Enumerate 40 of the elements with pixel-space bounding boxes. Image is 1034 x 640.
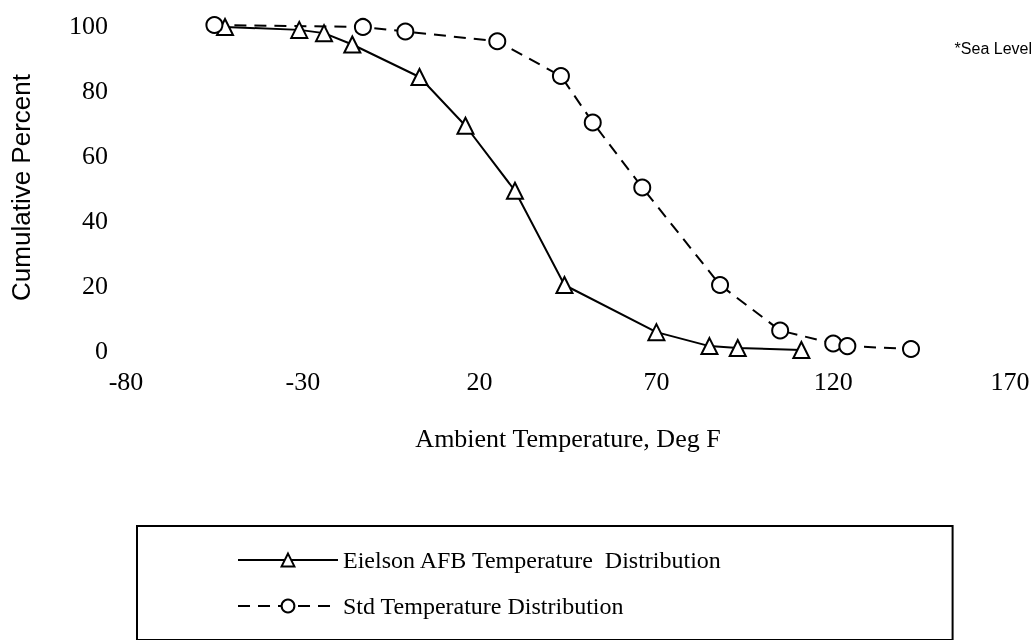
point [456, 116, 475, 135]
y-tick-label: 80 [82, 75, 108, 105]
x-tick-label: 20 [466, 366, 493, 396]
x-axis-title: Ambient Temperature, Deg F [415, 423, 721, 453]
x-tick-label: 120 [813, 366, 853, 396]
point [555, 276, 574, 294]
x-tick-label: -80 [108, 366, 144, 396]
x-tick-label: -30 [285, 366, 321, 396]
legend-label: Eielson AFB Temperature Distribution [343, 547, 721, 573]
point [711, 276, 730, 294]
point [583, 113, 602, 132]
point [290, 20, 309, 39]
point [728, 339, 747, 358]
point [792, 341, 811, 359]
legend-label: Std Temperature Distribution [343, 593, 624, 619]
point [488, 32, 507, 51]
point [353, 17, 372, 36]
point [633, 178, 652, 197]
y-tick-label: 20 [82, 270, 108, 300]
y-tick-label: 40 [82, 205, 108, 235]
point [771, 321, 790, 340]
point [647, 323, 666, 342]
point [838, 337, 857, 356]
point [902, 340, 920, 359]
point [410, 68, 429, 86]
point [396, 22, 415, 41]
point [700, 337, 719, 356]
point [551, 67, 570, 86]
y-tick-label: 60 [82, 140, 108, 170]
y-axis-title: Cumulative Percent [6, 73, 36, 301]
annotation: *Sea Level [954, 39, 1032, 57]
y-tick-label: 0 [95, 335, 108, 365]
point [343, 35, 362, 54]
point [315, 24, 334, 43]
y-tick-label: 100 [69, 10, 108, 40]
x-tick-label: 70 [643, 366, 670, 396]
x-tick-label: 170 [990, 366, 1030, 396]
point [505, 181, 524, 200]
point [205, 16, 224, 34]
point [824, 334, 843, 353]
